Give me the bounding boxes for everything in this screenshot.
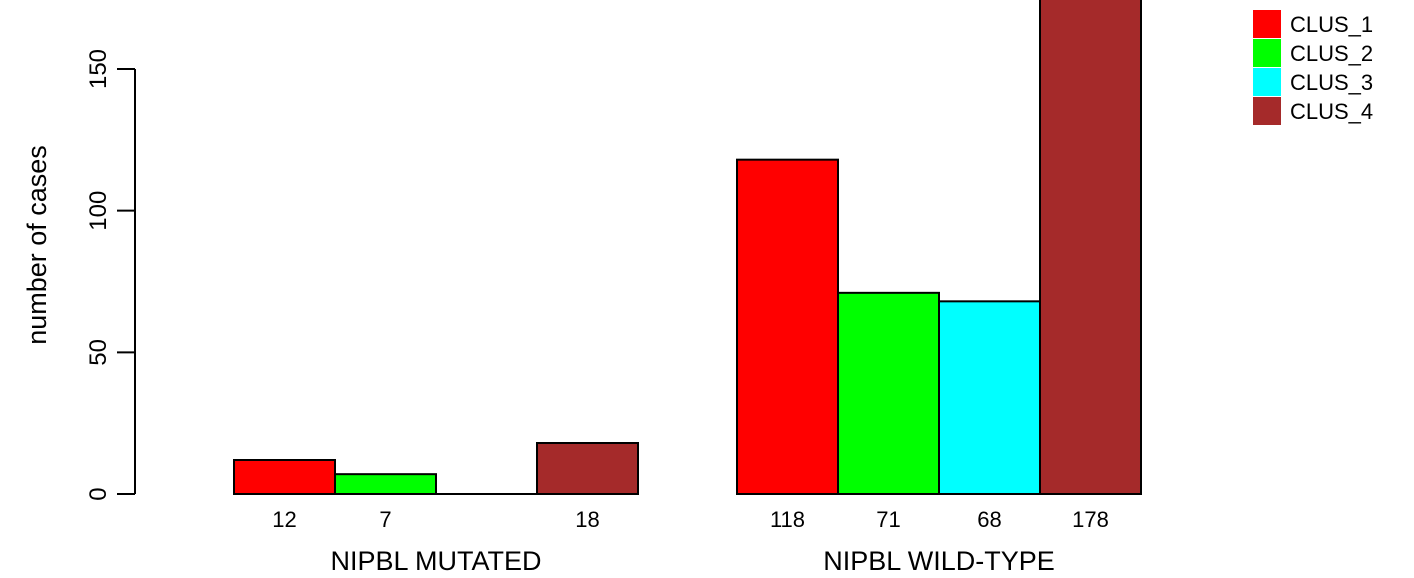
bar-clus-3: [938, 300, 1041, 496]
category-label: NIPBL WILD-TYPE: [823, 546, 1055, 576]
bar-value-label: 7: [379, 507, 391, 532]
bar-clus-4: [536, 442, 639, 495]
legend-label-clus-3: CLUS_3: [1290, 70, 1373, 95]
legend-swatch-clus-2: [1253, 39, 1281, 67]
legend-swatch-clus-1: [1253, 10, 1281, 38]
bar-value-label: 178: [1072, 507, 1109, 532]
bar-clus-4: [1039, 0, 1142, 496]
y-tick-label: 50: [85, 339, 112, 366]
legend-swatch-clus-3: [1253, 68, 1281, 96]
legend: CLUS_1 CLUS_2 CLUS_3 CLUS_4: [1253, 10, 1373, 125]
legend-label-clus-2: CLUS_2: [1290, 41, 1373, 66]
bar-value-label: 71: [876, 507, 900, 532]
category-label: NIPBL MUTATED: [330, 546, 541, 576]
bar-clus-2: [837, 291, 940, 496]
category-labels: NIPBL MUTATED NIPBL WILD-TYPE: [330, 546, 1054, 576]
y-tick-label: 0: [85, 487, 112, 500]
legend-swatch-clus-4: [1253, 97, 1281, 125]
legend-label-clus-4: CLUS_4: [1290, 99, 1373, 124]
bars: [233, 0, 1142, 496]
y-axis: 0 50 100 150: [85, 49, 136, 501]
bar-value-label: 118: [770, 507, 805, 532]
legend-label-clus-1: CLUS_1: [1290, 12, 1373, 37]
bar-value-label: 68: [977, 507, 1001, 532]
bar-value-label: 12: [272, 507, 296, 532]
bar-clus-2: [334, 473, 437, 495]
bar-clus-1: [233, 459, 336, 495]
y-tick-label: 100: [85, 191, 112, 231]
bar-value-labels: 12 7 18 118 71 68 178: [272, 507, 1109, 532]
y-axis-label: number of cases: [22, 145, 52, 345]
bar-value-label: 18: [575, 507, 599, 532]
bar-clus-1: [736, 158, 839, 496]
y-tick-label: 150: [85, 49, 112, 89]
